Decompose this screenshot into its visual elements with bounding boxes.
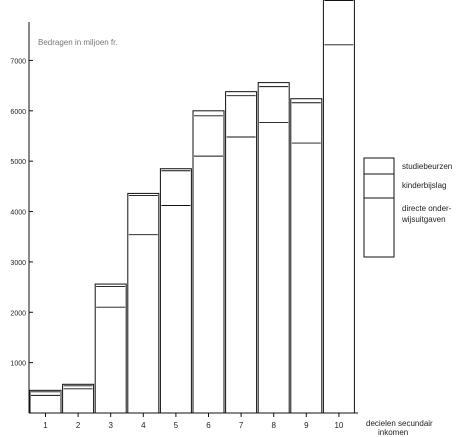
- legend-entry-label: wijsuitgaven: [401, 215, 446, 224]
- x-tick-label: 4: [141, 421, 146, 430]
- bar-outline: [192, 110, 225, 414]
- y-tick-label: 4000: [10, 210, 26, 217]
- legend-entry-label: studiebeurzen: [402, 162, 452, 171]
- x-tick-label: 6: [206, 421, 211, 430]
- legend-entry-label: directe onder-: [402, 204, 452, 213]
- legend: studiebeurzen kinderbijslag directe onder-…: [363, 157, 452, 258]
- x-tick-label: 5: [174, 421, 179, 430]
- x-tick-label: 7: [239, 421, 244, 430]
- x-tick-label: 8: [271, 421, 276, 430]
- x-axis-label-line-1: decielen secundair: [366, 419, 433, 428]
- bar-outline: [29, 389, 62, 414]
- chart-title: Bedragen in miljoen fr.: [38, 38, 118, 47]
- legend-box: [363, 157, 395, 258]
- bar-outline: [257, 82, 290, 414]
- bar-outline: [225, 91, 258, 414]
- bar-outline: [322, 0, 355, 414]
- y-ticks: 1000 2000 3000 4000 5000 6000 7000: [10, 58, 33, 368]
- bar-outline: [127, 192, 160, 414]
- legend-entry-label: kinderbijslag: [402, 181, 446, 190]
- category-labels: 1 2 3 4 5 6 7 8 9 10: [43, 413, 344, 430]
- x-axis-label-line-2: inkomen: [378, 428, 408, 437]
- y-tick-label: 6000: [10, 109, 26, 116]
- bars: [29, 0, 355, 414]
- x-tick-label: 1: [43, 421, 48, 430]
- y-tick-label: 5000: [10, 159, 26, 166]
- y-tick-label: 2000: [10, 310, 26, 317]
- x-tick-label: 9: [304, 421, 309, 430]
- bar-outline: [290, 98, 323, 414]
- bar-outline: [159, 168, 192, 414]
- y-tick-label: 3000: [10, 260, 26, 267]
- x-tick-label: 3: [108, 421, 113, 430]
- bar-outline: [94, 283, 127, 414]
- y-tick-label: 1000: [10, 361, 26, 368]
- x-tick-label: 2: [76, 421, 81, 430]
- x-tick-label: 10: [334, 421, 343, 430]
- y-tick-label: 7000: [10, 58, 26, 65]
